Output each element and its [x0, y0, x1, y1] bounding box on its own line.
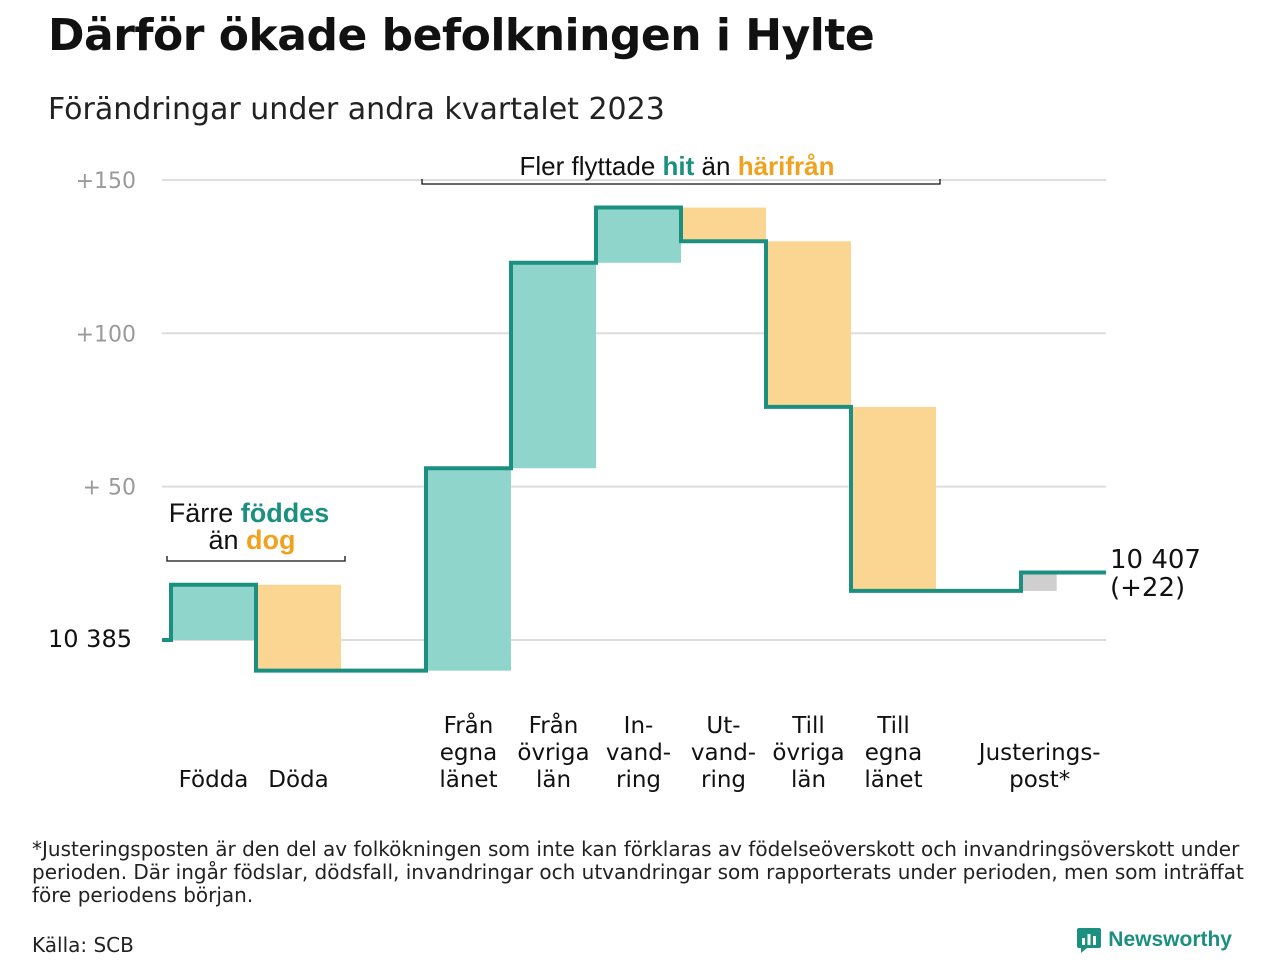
category-label-doda: Döda — [268, 767, 328, 793]
cumulative-step-line — [162, 205, 1106, 673]
y-tick-labels: +150 +100 + 50 — [76, 169, 136, 501]
end-change-label: (+22) — [1110, 573, 1185, 603]
bar-till-egna — [851, 406, 936, 591]
category-label-fran-egna: Från egna länet — [439, 711, 497, 793]
bar-fodda — [171, 584, 256, 640]
bar-utvandring — [681, 207, 766, 242]
category-label-justering: Justerings-post* — [977, 740, 1101, 793]
category-label-fodda: Födda — [179, 767, 249, 793]
y-tick-label: +150 — [76, 169, 136, 194]
deaths-annotation-highlight: dog — [246, 525, 295, 555]
start-value-label: 10 385 — [48, 625, 132, 653]
moves-annotation-middle: än — [694, 151, 737, 181]
source-label: Källa: SCB — [32, 933, 134, 957]
category-label-utvandring: Ut-vand-ring — [691, 713, 756, 793]
category-label-till-egna: Till egna länet — [864, 713, 922, 793]
y-tick-label: +100 — [76, 322, 136, 347]
bar-fran-ovriga — [511, 262, 596, 469]
deaths-annotation-prefix: än — [208, 525, 246, 555]
svg-text:än dog: än dog — [208, 525, 295, 555]
moves-bracket — [421, 179, 941, 185]
chart-subtitle: Förändringar under andra kvartalet 2023 — [48, 92, 665, 127]
newsworthy-logo-icon — [1077, 928, 1102, 953]
brand-name: Newsworthy — [1108, 928, 1232, 951]
bar-fran-egna — [426, 468, 511, 671]
y-tick-label: + 50 — [83, 476, 136, 501]
bars — [171, 207, 1057, 671]
moves-annotation: Fler flyttade hit än härifrån — [421, 151, 941, 185]
births-bracket — [166, 556, 346, 562]
bar-justering — [1021, 572, 1057, 591]
chart-title: Därför ökade befolkningen i Hylte — [48, 10, 875, 61]
moves-annotation-prefix: Fler flyttade — [519, 151, 662, 181]
bar-invandring — [596, 207, 681, 263]
category-label-fran-ovriga: Från övriga län — [517, 711, 589, 793]
brand[interactable]: Newsworthy — [1076, 926, 1232, 954]
births-annotation-highlight: föddes — [241, 498, 330, 528]
svg-text:Färre föddes: Färre föddes — [169, 498, 330, 528]
footnote: *Justeringsposten är den del av folkökni… — [32, 837, 1244, 907]
bar-till-ovriga — [766, 241, 851, 407]
end-value-label: 10 407 — [1110, 545, 1201, 575]
births-annotation-prefix: Färre — [169, 498, 241, 528]
moves-annotation-harifran: härifrån — [738, 151, 835, 181]
category-labels: Födda Döda Från egna länet Från övriga län In-va… — [179, 711, 1101, 793]
waterfall-chart: +150 +100 + 50 Födda Döda Från egna länet Från ö… — [48, 151, 1201, 793]
category-label-invandring: In-vand-ring — [606, 713, 671, 793]
category-label-till-ovriga: Till övriga län — [772, 713, 844, 793]
moves-annotation-hit: hit — [663, 151, 695, 181]
births-annotation: Färre föddes än dog — [166, 498, 346, 562]
svg-text:Fler flyttade hit än härifrån: Fler flyttade hit än härifrån — [519, 151, 834, 181]
bar-doda — [256, 584, 341, 671]
